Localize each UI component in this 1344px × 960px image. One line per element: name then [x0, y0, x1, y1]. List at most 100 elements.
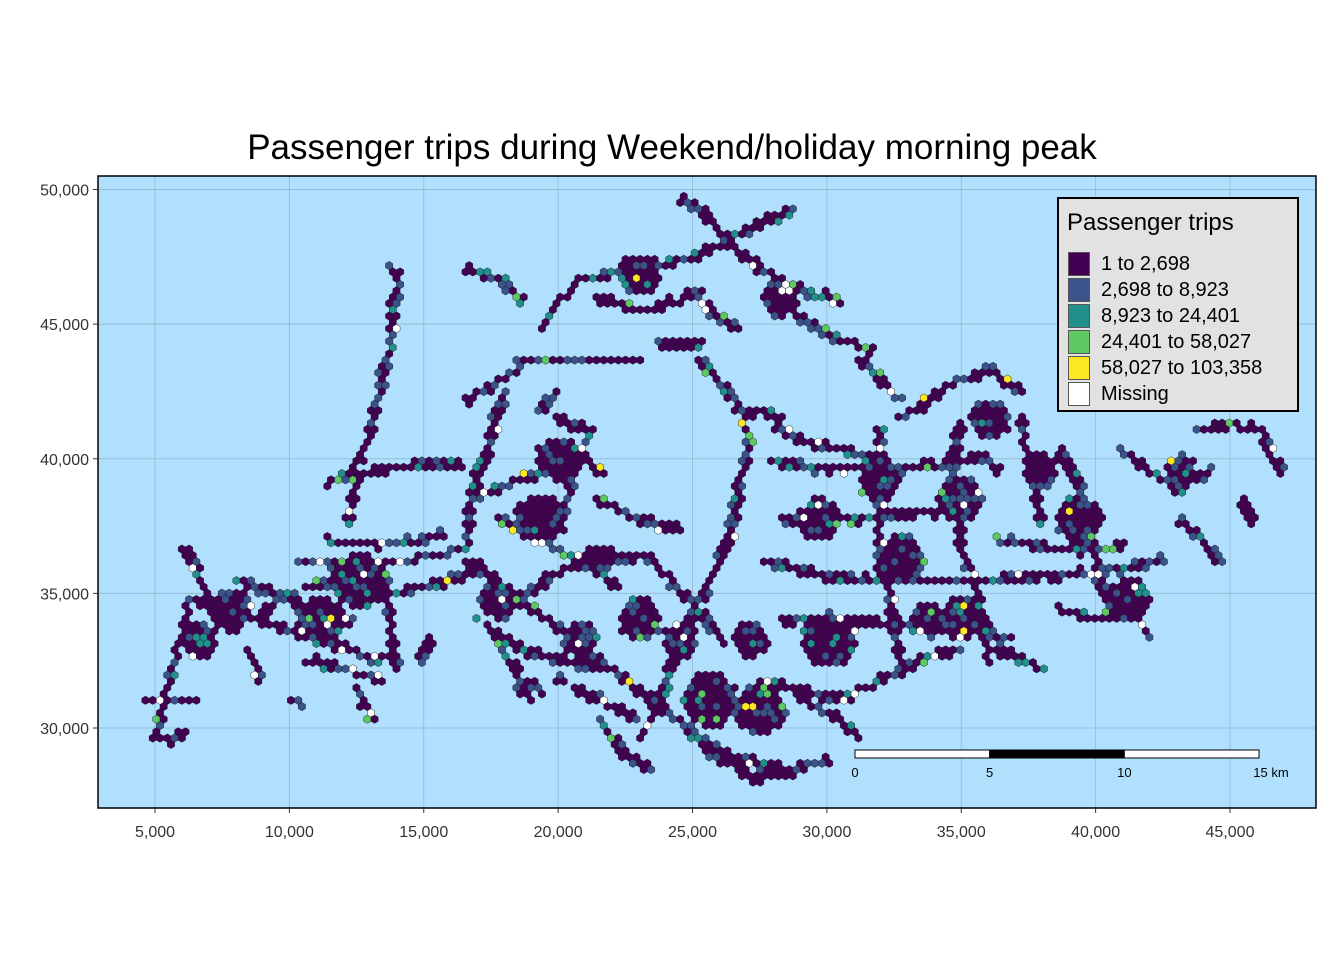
- hex-cell: [570, 355, 579, 365]
- hex-cell: [1134, 462, 1143, 472]
- hex-cell: [472, 613, 481, 623]
- hex-cell: [185, 695, 193, 705]
- hex-cell: [923, 576, 932, 586]
- hex-cell: [596, 500, 605, 510]
- hex-cell: [603, 702, 612, 712]
- hex-cell: [530, 588, 539, 598]
- hex-cell: [1025, 576, 1034, 586]
- hex-cell: [541, 406, 550, 415]
- hex-cell: [661, 261, 670, 271]
- hex-cell: [534, 406, 543, 415]
- hex-cell: [341, 664, 350, 674]
- hex-cell: [658, 305, 666, 315]
- hex-cell: [479, 273, 488, 283]
- hex-cell: [247, 613, 255, 623]
- hex-cell: [978, 431, 986, 441]
- hex-cell: [705, 248, 714, 258]
- hex-cell: [308, 658, 317, 667]
- hex-cell: [949, 632, 957, 642]
- hex-cell: [1214, 424, 1223, 434]
- hex-cell: [625, 286, 634, 296]
- hex-cell: [1120, 613, 1128, 623]
- hex-cell: [414, 538, 423, 548]
- hex-cell: [934, 393, 943, 403]
- hex-cell: [1178, 487, 1186, 497]
- hex-cell: [563, 658, 572, 667]
- hex-cell: [141, 695, 150, 705]
- hex-cell: [959, 563, 968, 573]
- hex-cell: [825, 443, 834, 453]
- hex-cell: [563, 292, 572, 302]
- hex-cell: [628, 758, 637, 768]
- hex-cell: [254, 588, 263, 598]
- hex-cell: [1007, 632, 1016, 642]
- hex-cell: [527, 607, 535, 617]
- hex-cell: [774, 771, 783, 781]
- hex-cell: [196, 601, 204, 611]
- hex-cell: [614, 557, 623, 567]
- hex-cell: [527, 695, 535, 705]
- hex-cell: [1120, 450, 1128, 460]
- legend-item: 58,027 to 103,358: [1068, 355, 1262, 381]
- hex-cell: [701, 721, 710, 730]
- hex-cell: [843, 576, 852, 586]
- legend-swatch: [1068, 304, 1090, 328]
- hex-cell: [1003, 651, 1012, 661]
- hex-cell: [530, 475, 539, 485]
- hex-cell: [945, 576, 954, 586]
- hex-cell: [970, 456, 979, 466]
- hex-cell: [1043, 544, 1052, 554]
- hex-cell: [574, 689, 583, 699]
- hex-cell: [392, 538, 401, 548]
- hex-cell: [574, 424, 583, 434]
- hex-cell: [945, 513, 954, 523]
- hex-cell: [978, 456, 986, 466]
- hex-cell: [410, 557, 419, 567]
- hex-cell: [374, 544, 383, 554]
- hex-cell: [869, 683, 877, 693]
- hex-cell: [421, 462, 430, 472]
- hex-cell: [538, 651, 546, 661]
- hex-cell: [1127, 613, 1136, 623]
- hex-cell: [894, 513, 903, 523]
- hex-cell: [399, 538, 408, 548]
- hex-cell: [552, 475, 561, 485]
- legend-title: Passenger trips: [1067, 209, 1234, 236]
- hex-cell: [723, 758, 732, 768]
- legend-label: 2,698 to 8,923: [1101, 278, 1229, 301]
- hex-cell: [374, 469, 383, 478]
- hex-cell: [541, 469, 550, 478]
- hex-cell: [257, 620, 266, 630]
- hex-cell: [679, 595, 688, 604]
- hex-cell: [1243, 424, 1252, 434]
- hex-cell: [439, 582, 448, 592]
- hex-cell: [341, 538, 350, 548]
- hex-cell: [759, 645, 768, 655]
- hex-cell: [687, 733, 695, 743]
- hex-cell: [628, 632, 637, 642]
- hex-cell: [836, 298, 845, 308]
- scale-bar-segment: [854, 749, 991, 759]
- hex-cell: [865, 576, 874, 586]
- hex-cell: [341, 475, 350, 485]
- hex-cell: [436, 462, 444, 472]
- hex-cell: [1090, 613, 1099, 623]
- hex-cell: [1076, 613, 1085, 623]
- hex-cell: [458, 576, 466, 586]
- hex-cell: [501, 374, 510, 384]
- hex-cell: [1058, 544, 1066, 554]
- hex-cell: [810, 758, 819, 768]
- legend-label: 24,401 to 58,027: [1101, 330, 1252, 353]
- hex-cell: [705, 626, 714, 636]
- hex-cell: [919, 658, 928, 667]
- hex-cell: [548, 544, 557, 554]
- hex-cell: [774, 721, 783, 730]
- hex-cell: [668, 298, 677, 308]
- hex-cell: [148, 695, 157, 705]
- hex-cell: [1036, 519, 1045, 529]
- hex-cell: [927, 632, 936, 642]
- hex-cell: [850, 450, 859, 460]
- hex-cell: [858, 487, 866, 497]
- hex-cell: [1200, 424, 1208, 434]
- legend-swatch: [1068, 278, 1090, 302]
